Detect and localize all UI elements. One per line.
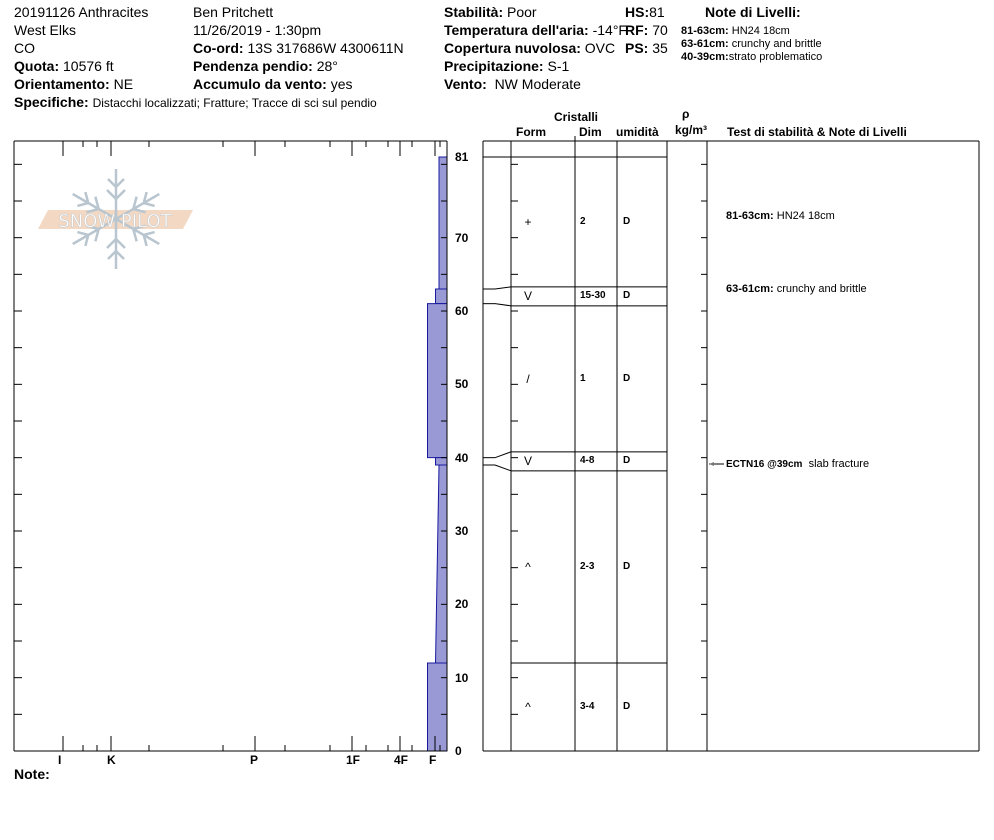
grain-size: 1 xyxy=(580,372,586,384)
layer-connector xyxy=(494,464,512,472)
dim-header: Dim xyxy=(579,125,602,139)
hardness-label-1f: 1F xyxy=(346,753,361,767)
sky-cover: Copertura nuvolosa: OVC xyxy=(444,40,616,56)
profile-note: 81-63cm: HN24 18cm xyxy=(726,210,835,222)
hardness-bar xyxy=(435,288,448,305)
depth-label: 30 xyxy=(455,524,469,538)
state: CO xyxy=(14,40,35,56)
wind-loading: Accumulo da vento: yes xyxy=(193,76,353,92)
range: West Elks xyxy=(14,22,76,38)
moisture: D xyxy=(623,290,631,302)
depth-hoar-icon: ^ xyxy=(525,559,531,574)
grain-size: 2-3 xyxy=(580,560,595,572)
note-text: HN24 18cm xyxy=(773,210,835,222)
layer-note: 63-61cm: crunchy and brittle xyxy=(681,38,822,50)
precipitation: Precipitazione: S-1 xyxy=(444,58,570,74)
stability-test: ECTN16 @39cm slab fracture xyxy=(726,458,869,471)
stability: Stabilità: Poor xyxy=(444,4,537,20)
moisture: D xyxy=(623,372,631,384)
layer-connector xyxy=(494,286,512,290)
decomposing-particles-icon: / xyxy=(526,371,530,386)
surface-hoar-icon: V xyxy=(523,454,533,469)
hardness-label-i: I xyxy=(58,753,62,767)
moisture-header: umidità xyxy=(616,125,659,139)
surface-hoar-icon: V xyxy=(523,289,533,304)
snow-height: HS:81 xyxy=(625,4,665,20)
test-note: slab fracture xyxy=(802,458,870,470)
slope: Pendenza pendio: 28° xyxy=(193,58,338,74)
depth-label: 40 xyxy=(455,450,469,465)
crystals-header: Cristalli xyxy=(554,110,599,124)
observer: Ben Pritchett xyxy=(193,4,274,20)
hardness-label-4f: 4F xyxy=(394,753,409,767)
rho-header: ρ xyxy=(682,107,690,121)
note-label: Note: xyxy=(14,766,50,782)
snowpilot-logo: SNOW PILOT xyxy=(38,169,193,269)
logo-text: SNOW PILOT xyxy=(58,211,172,232)
hardness-label-f: F xyxy=(429,753,437,767)
tests-notes-header: Test di stabilità & Note di Livelli xyxy=(727,125,907,139)
grain-size: 2 xyxy=(580,215,586,227)
profile-note: 63-61cm: crunchy and brittle xyxy=(726,283,867,295)
air-temperature: Temperatura dell'aria: -14°F xyxy=(444,22,627,38)
elevation: Quota: 10576 ft xyxy=(14,58,114,74)
aspect: Orientamento: NE xyxy=(14,76,134,92)
density-header: kg/m³ xyxy=(675,123,708,137)
coordinates: Co-ord: 13S 317686W 4300611N xyxy=(193,40,404,56)
hardness-bar xyxy=(427,662,448,752)
specifics: Specifiche: Distacchi localizzati; Fratt… xyxy=(14,94,377,110)
depth-label: 50 xyxy=(455,377,469,392)
hardness-bar xyxy=(435,457,448,466)
depth-label: 60 xyxy=(455,304,469,318)
datetime: 11/26/2019 - 1:30pm xyxy=(193,22,322,38)
grain-size: 15-30 xyxy=(580,290,606,302)
layer-connector xyxy=(494,451,512,459)
moisture: D xyxy=(623,455,631,467)
moisture: D xyxy=(623,560,631,572)
depth-label: 10 xyxy=(455,670,469,685)
depth-label: 70 xyxy=(455,230,469,245)
hardness-bar xyxy=(438,156,448,290)
test-result: ECTN16 @39cm xyxy=(726,459,803,470)
moisture: D xyxy=(623,215,631,227)
ram-penetration: RF: 70 xyxy=(625,22,668,38)
precipitation-particles-icon: + xyxy=(524,214,532,229)
note-text: crunchy and brittle xyxy=(773,283,867,296)
ski-penetration: PS: 35 xyxy=(625,40,668,56)
depth-label: 0 xyxy=(455,744,462,758)
layer-note: 40-39cm:strato problematico xyxy=(681,51,823,63)
note-range: 63-61cm: xyxy=(726,283,774,296)
layer-notes-title: Note di Livelli: xyxy=(705,4,801,20)
pit-title: 20191126 Anthracites xyxy=(14,4,149,20)
layer-note: 81-63cm: HN24 18cm xyxy=(681,25,790,37)
depth-label: 20 xyxy=(455,597,469,612)
hardness-label-k: K xyxy=(107,753,116,767)
grain-size: 3-4 xyxy=(580,701,595,712)
note-range: 81-63cm: xyxy=(726,210,774,222)
form-header: Form xyxy=(516,125,546,139)
hardness-label-p: P xyxy=(250,753,259,767)
arrow-icon xyxy=(709,462,714,466)
moisture: D xyxy=(623,701,631,712)
snowflake-icon xyxy=(72,169,160,269)
wind: Vento: NW Moderate xyxy=(444,76,581,92)
depth-label: 81 xyxy=(455,150,469,164)
grain-size: 4-8 xyxy=(580,455,595,467)
hollow-depth-hoar-icon: ^ xyxy=(525,700,531,714)
hardness-bar xyxy=(427,303,448,459)
layer-connector xyxy=(494,303,512,307)
